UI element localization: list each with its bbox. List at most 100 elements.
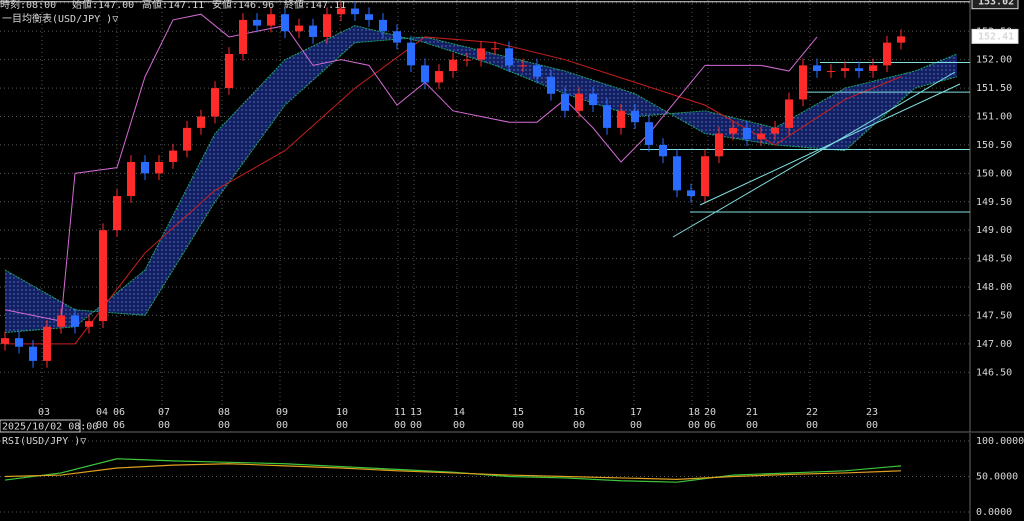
y-tick-label: 0.0000 [976, 507, 1012, 518]
x-tick-label: 00 [410, 420, 422, 431]
candle-body [701, 156, 709, 197]
candle-body [113, 196, 121, 231]
x-tick-label: 18 [688, 407, 700, 418]
candle-body [57, 315, 65, 327]
candle-body [883, 42, 891, 66]
candle-body [771, 127, 779, 134]
x-tick-label: 14 [453, 407, 465, 418]
candle-body [71, 315, 79, 327]
candle-body [309, 25, 317, 37]
x-tick-label: 06 [704, 420, 716, 431]
x-tick-label: 00 [512, 420, 524, 431]
x-tick-label: 00 [746, 420, 758, 431]
x-tick-label: 00 [806, 420, 818, 431]
candle-body [43, 326, 51, 361]
candle-body [393, 31, 401, 43]
candle-body [1, 338, 9, 344]
x-tick-label: 13 [410, 407, 422, 418]
candle-body [617, 110, 625, 128]
candle-body [575, 93, 583, 111]
y-tick-label: 147.00 [976, 339, 1012, 350]
rsi-line [4, 463, 902, 480]
candle-body [687, 190, 695, 197]
candle-body [183, 127, 191, 151]
x-tick-label: 08 [218, 407, 230, 418]
candle-body [841, 68, 849, 72]
cloud-fill [5, 25, 957, 333]
labels: 時刻:08:00 始値:147.00 高値:147.11 安値:146.96 終… [0, 0, 346, 447]
candle-body [197, 116, 205, 128]
price-label: 153.02 [978, 0, 1014, 8]
x-tick-label: 11 [394, 407, 406, 418]
candle-body [463, 59, 471, 61]
cursor-label: 2025/10/02 08:00 [2, 422, 98, 433]
candle-body [155, 161, 163, 174]
x-tick-label: 16 [573, 407, 585, 418]
candle-body [743, 127, 751, 140]
candle-body [659, 144, 667, 157]
price-label-box [971, 0, 1019, 10]
y-tick-label: 151.00 [976, 112, 1012, 123]
y-tick-label: 150.50 [976, 140, 1012, 151]
candle-body [407, 42, 415, 66]
candle-body [351, 8, 359, 15]
candle-body [337, 8, 345, 15]
trend-line [672, 71, 956, 238]
candle-body [547, 76, 555, 94]
candle-body [435, 71, 443, 83]
x-tick-label: 00 [630, 420, 642, 431]
candle-body [673, 156, 681, 191]
chart-title: 一目均衡表(USD/JPY )▽ [2, 12, 118, 25]
candle-body [897, 36, 905, 43]
header-close: 終値:147.11 [284, 0, 346, 11]
candle-body [421, 65, 429, 83]
candle-body [281, 14, 289, 32]
candle-body [589, 93, 597, 106]
candle-body [603, 105, 611, 128]
x-tick-label: 00 [96, 420, 108, 431]
candle-body [785, 99, 793, 128]
candle-body [519, 65, 527, 67]
candle-body [267, 14, 275, 26]
y-tick-label: 100.0000 [976, 436, 1024, 447]
candle-body [631, 110, 639, 123]
x-tick-label: 09 [276, 407, 288, 418]
candle-body [239, 19, 247, 54]
x-tick-label: 15 [512, 407, 524, 418]
x-tick-label: 00 [158, 420, 170, 431]
header-low: 安値:146.96 [212, 0, 274, 11]
candle-body [757, 133, 765, 140]
candle-body [799, 65, 807, 100]
candle-body [449, 59, 457, 72]
candle-body [211, 88, 219, 117]
y-tick-label: 146.50 [976, 367, 1012, 378]
price-label: 152.41 [978, 31, 1014, 42]
candle-body [715, 133, 723, 157]
x-tick-label: 07 [158, 407, 170, 418]
x-tick-label: 03 [38, 407, 50, 418]
candle-body [491, 48, 499, 50]
x-tick-label: 21 [746, 407, 758, 418]
header-time: 時刻:08:00 [0, 0, 56, 11]
header-high: 高値:147.11 [142, 0, 204, 11]
candle-body [477, 48, 485, 60]
x-tick-label: 23 [866, 407, 878, 418]
candle-body [323, 14, 331, 37]
candle-body [827, 71, 835, 73]
y-tick-label: 149.00 [976, 225, 1012, 236]
candle-body [225, 53, 233, 89]
trend-line [699, 83, 961, 206]
x-tick-label: 06 [113, 420, 125, 431]
candle-body [169, 150, 177, 162]
candle-body [15, 338, 23, 347]
y-tick-label: 152.00 [976, 55, 1012, 66]
y-tick-label: 148.50 [976, 254, 1012, 265]
candle-body [855, 68, 863, 72]
candle-body [379, 19, 387, 32]
y-tick-label: 149.50 [976, 197, 1012, 208]
candle-body [365, 14, 373, 20]
candle-body [505, 48, 513, 66]
x-tick-label: 10 [336, 407, 348, 418]
x-tick-label: 06 [113, 407, 125, 418]
